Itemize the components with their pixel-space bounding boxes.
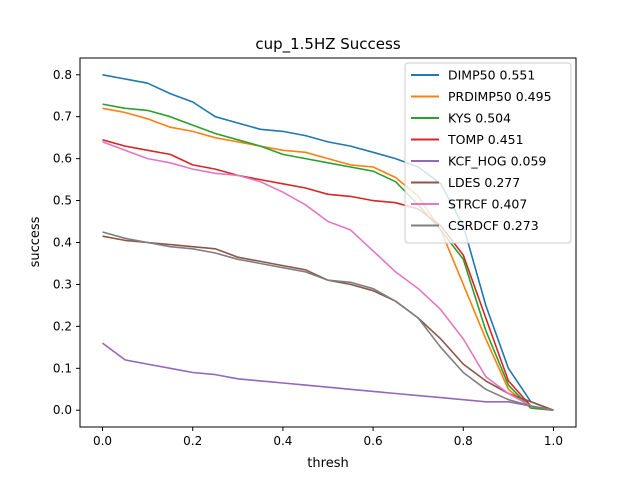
y-tick-label: 0.5	[53, 194, 72, 208]
y-tick-label: 0.8	[53, 68, 72, 82]
legend-label: KCF_HOG 0.059	[448, 154, 546, 169]
x-tick-label: 0.0	[93, 434, 112, 448]
series-line	[102, 103, 554, 411]
legend-label: CSRDCF 0.273	[448, 218, 539, 233]
series-layer	[102, 74, 554, 411]
series-line	[102, 139, 554, 411]
x-tick-label: 0.4	[273, 434, 292, 448]
series-line	[102, 231, 554, 411]
legend-box	[404, 62, 572, 244]
y-axis: 0.0 0.1 0.2 0.3 0.4 0.5 0.6 0.7 0.8	[53, 68, 80, 417]
series-line	[102, 342, 554, 411]
x-axis: 0.0 0.2 0.4 0.6 0.8 1.0	[93, 427, 563, 448]
x-tick-label: 0.8	[454, 434, 473, 448]
legend-label: LDES 0.277	[448, 175, 520, 190]
y-tick-label: 0.0	[53, 403, 72, 417]
legend-label: DIMP50 0.551	[448, 68, 535, 83]
y-tick-label: 0.4	[53, 236, 72, 250]
y-tick-label: 0.7	[53, 110, 72, 124]
x-tick-label: 1.0	[544, 434, 563, 448]
legend-label: KYS 0.504	[448, 111, 511, 126]
series-line	[102, 74, 554, 411]
y-tick-label: 0.2	[53, 319, 72, 333]
legend-label: STRCF 0.407	[448, 197, 527, 212]
x-tick-label: 0.2	[183, 434, 202, 448]
legend-label: TOMP 0.451	[447, 132, 524, 147]
legend-label: PRDIMP50 0.495	[448, 89, 552, 104]
chart-title: cup_1.5HZ Success	[255, 35, 401, 54]
legend: DIMP50 0.551 PRDIMP50 0.495 KYS 0.504 TOMP …	[404, 62, 572, 244]
y-axis-label: success	[28, 216, 43, 267]
y-tick-label: 0.6	[53, 152, 72, 166]
x-tick-label: 0.6	[364, 434, 383, 448]
y-tick-label: 0.3	[53, 277, 72, 291]
x-axis-label: thresh	[307, 456, 348, 471]
y-tick-label: 0.1	[53, 361, 72, 375]
series-line	[102, 141, 554, 411]
series-line	[102, 107, 554, 411]
